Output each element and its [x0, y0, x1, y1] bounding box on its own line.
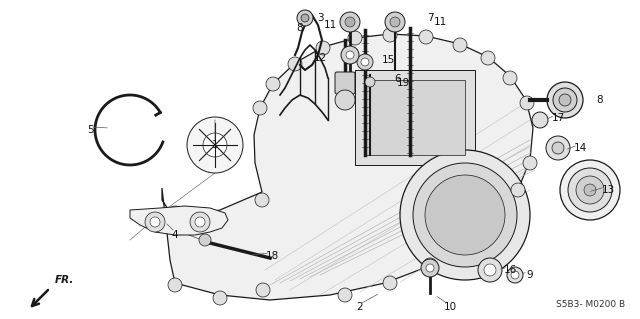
Circle shape: [345, 17, 355, 27]
Polygon shape: [130, 206, 228, 235]
Text: 12: 12: [314, 53, 326, 63]
Text: 4: 4: [172, 230, 179, 240]
Circle shape: [553, 88, 577, 112]
Text: 7: 7: [427, 13, 433, 23]
Circle shape: [421, 259, 439, 277]
Circle shape: [361, 58, 369, 66]
Circle shape: [568, 168, 612, 212]
Circle shape: [253, 101, 267, 115]
Circle shape: [559, 94, 571, 106]
Circle shape: [423, 258, 437, 272]
Circle shape: [523, 156, 537, 170]
Circle shape: [511, 183, 525, 197]
Text: 3: 3: [317, 13, 323, 23]
Text: 11: 11: [323, 20, 337, 30]
Circle shape: [190, 212, 210, 232]
Polygon shape: [355, 70, 475, 165]
Circle shape: [453, 38, 467, 52]
Circle shape: [348, 31, 362, 45]
Circle shape: [426, 264, 434, 272]
Circle shape: [400, 150, 530, 280]
Text: 6: 6: [395, 74, 401, 84]
Circle shape: [419, 30, 433, 44]
Text: 18: 18: [266, 251, 278, 261]
Polygon shape: [365, 80, 465, 155]
Circle shape: [203, 133, 227, 157]
Text: 16: 16: [504, 265, 516, 275]
Text: S5B3- M0200 B: S5B3- M0200 B: [556, 300, 625, 309]
Polygon shape: [162, 34, 533, 300]
Circle shape: [357, 54, 373, 70]
Circle shape: [560, 160, 620, 220]
Circle shape: [297, 10, 313, 26]
Circle shape: [547, 82, 583, 118]
Circle shape: [301, 14, 309, 22]
Circle shape: [383, 28, 397, 42]
Circle shape: [458, 238, 472, 252]
Circle shape: [365, 77, 375, 87]
Circle shape: [168, 206, 182, 220]
Text: 8: 8: [596, 95, 604, 105]
Circle shape: [481, 51, 495, 65]
Circle shape: [390, 17, 400, 27]
Circle shape: [316, 41, 330, 55]
Text: 10: 10: [444, 302, 456, 312]
Circle shape: [511, 271, 519, 279]
Circle shape: [413, 163, 517, 267]
Text: 13: 13: [602, 185, 614, 195]
Text: 5: 5: [86, 125, 93, 135]
Text: 11: 11: [433, 17, 447, 27]
Circle shape: [266, 77, 280, 91]
Circle shape: [503, 71, 517, 85]
Text: 15: 15: [381, 55, 395, 65]
Circle shape: [256, 283, 270, 297]
Circle shape: [484, 264, 496, 276]
Text: 17: 17: [552, 113, 564, 123]
Text: 2: 2: [356, 302, 364, 312]
Circle shape: [340, 12, 360, 32]
Circle shape: [150, 217, 160, 227]
Circle shape: [255, 193, 269, 207]
Circle shape: [546, 136, 570, 160]
Circle shape: [199, 234, 211, 246]
Circle shape: [488, 211, 502, 225]
Circle shape: [532, 112, 548, 128]
Circle shape: [346, 51, 354, 59]
Circle shape: [478, 258, 502, 282]
Circle shape: [335, 90, 355, 110]
Circle shape: [341, 46, 359, 64]
Circle shape: [425, 175, 505, 255]
Circle shape: [584, 184, 596, 196]
Text: 8: 8: [297, 23, 303, 33]
Circle shape: [213, 291, 227, 305]
Circle shape: [520, 96, 534, 110]
Circle shape: [576, 176, 604, 204]
Text: 19: 19: [396, 78, 410, 88]
Text: FR.: FR.: [55, 275, 74, 285]
Text: 9: 9: [527, 270, 533, 280]
Circle shape: [507, 267, 523, 283]
Circle shape: [338, 288, 352, 302]
Circle shape: [187, 117, 243, 173]
Text: 1: 1: [212, 140, 218, 150]
Circle shape: [168, 278, 182, 292]
Text: 14: 14: [573, 143, 587, 153]
Circle shape: [383, 276, 397, 290]
Circle shape: [552, 142, 564, 154]
Circle shape: [288, 57, 302, 71]
Circle shape: [145, 212, 165, 232]
Circle shape: [385, 12, 405, 32]
FancyBboxPatch shape: [335, 72, 355, 94]
Circle shape: [195, 217, 205, 227]
